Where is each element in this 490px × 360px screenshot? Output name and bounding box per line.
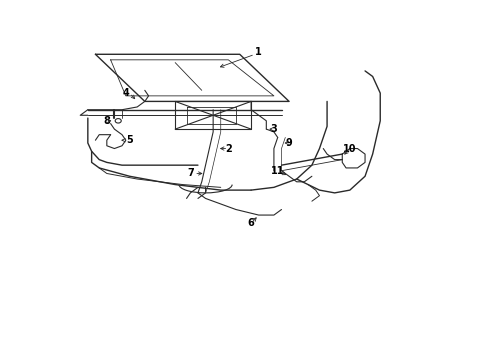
Text: 8: 8	[103, 116, 110, 126]
Text: 7: 7	[187, 168, 194, 179]
Text: 4: 4	[122, 88, 129, 98]
Text: 11: 11	[271, 166, 285, 176]
Text: 1: 1	[255, 46, 262, 57]
Text: 6: 6	[248, 219, 254, 228]
Text: 10: 10	[343, 144, 357, 153]
Text: 5: 5	[126, 135, 133, 145]
Text: 3: 3	[270, 124, 277, 134]
Text: 9: 9	[286, 138, 293, 148]
Text: 2: 2	[225, 144, 232, 153]
